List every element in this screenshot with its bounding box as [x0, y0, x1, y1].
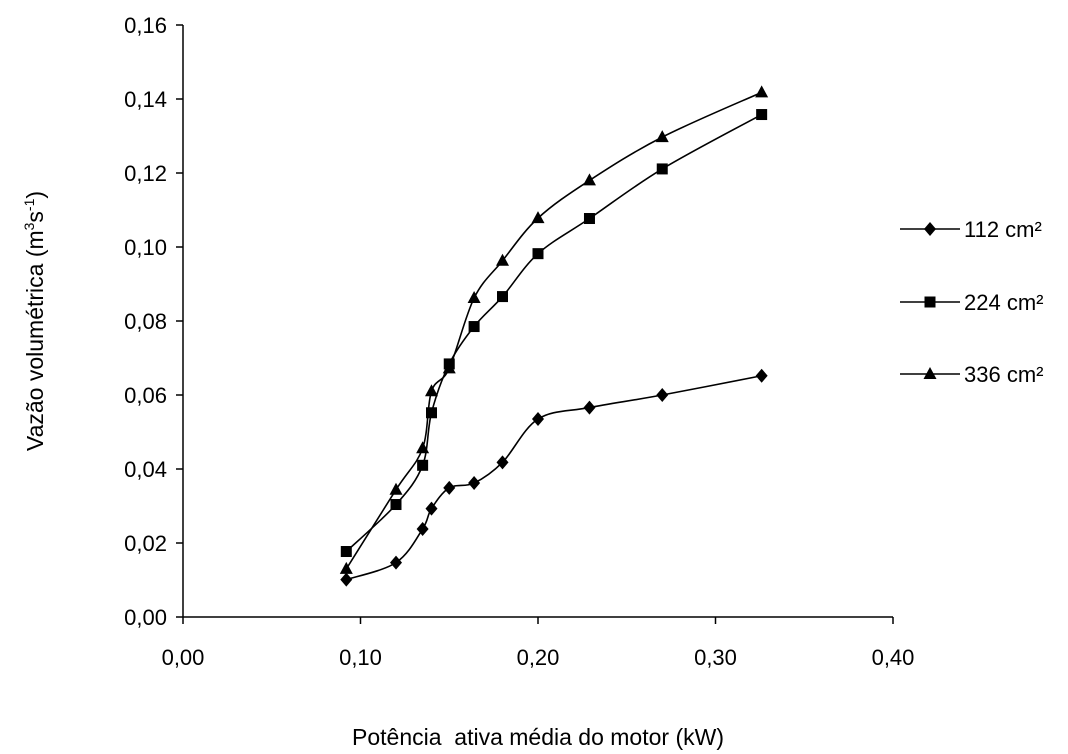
data-point-triangle	[467, 291, 481, 304]
data-point-square	[583, 213, 595, 225]
x-axis-title: Potência ativa média do motor (kW)	[352, 724, 724, 750]
y-axis-title-sup1: 3	[21, 222, 37, 230]
data-point-triangle	[339, 561, 353, 574]
legend-label: 224 cm²	[964, 290, 1043, 315]
data-point-square	[390, 499, 402, 511]
legend-marker-diamond	[924, 222, 936, 236]
data-point-triangle	[531, 211, 545, 224]
y-tick-label: 0,12	[124, 161, 167, 186]
series-layer	[339, 85, 769, 587]
data-point-diamond	[583, 400, 596, 415]
y-axis-title: Vazão volumétrica (m3s-1)	[21, 191, 48, 451]
y-tick-label: 0,00	[124, 605, 167, 630]
data-point-triangle	[442, 361, 456, 374]
data-point-triangle	[425, 384, 438, 397]
data-point-diamond	[443, 480, 456, 495]
data-point-square	[532, 248, 544, 260]
legend-marker-square	[924, 296, 936, 308]
data-point-diamond	[425, 501, 438, 516]
y-tick-label: 0,08	[124, 309, 167, 334]
data-point-triangle	[755, 85, 769, 98]
legend-marker-triangle	[923, 367, 937, 379]
data-point-square	[468, 321, 480, 333]
series-3	[339, 85, 769, 574]
data-point-square	[426, 407, 437, 419]
y-tick-label: 0,06	[124, 383, 167, 408]
data-point-square	[497, 291, 508, 303]
y-tick-label: 0,10	[124, 235, 167, 260]
data-point-square	[340, 546, 352, 558]
series-line	[345, 91, 762, 570]
series-1	[340, 368, 768, 587]
x-tick-label: 0,20	[517, 645, 560, 670]
data-point-diamond	[755, 368, 768, 383]
data-point-square	[656, 163, 668, 175]
data-point-triangle	[389, 482, 403, 495]
y-tick-label: 0,04	[124, 457, 167, 482]
data-point-triangle	[655, 130, 669, 143]
data-point-diamond	[532, 412, 544, 427]
data-point-diamond	[340, 572, 353, 587]
legend-entry: 112 cm²	[900, 217, 1042, 242]
x-tick-label: 0,30	[694, 645, 737, 670]
axes	[182, 25, 893, 618]
data-point-triangle	[582, 173, 596, 186]
data-point-triangle	[416, 441, 430, 454]
y-axis-title-end: )	[22, 191, 48, 199]
data-point-diamond	[390, 555, 402, 570]
legend: 112 cm² 224 cm² 336 cm²	[900, 217, 1043, 387]
legend-entry: 224 cm²	[900, 290, 1043, 315]
x-tick-label: 0,40	[872, 645, 915, 670]
y-tick-label: 0,14	[124, 87, 167, 112]
data-point-square	[417, 459, 429, 471]
data-point-diamond	[496, 455, 509, 470]
series-line	[345, 113, 763, 553]
data-point-triangle	[496, 253, 509, 266]
y-axis-title-mid: s	[22, 211, 48, 223]
data-point-diamond	[468, 476, 481, 491]
x-tick-label: 0,10	[339, 645, 382, 670]
data-point-diamond	[656, 388, 669, 402]
y-tick-label: 0,02	[124, 531, 167, 556]
legend-label: 336 cm²	[964, 362, 1043, 387]
y-tick-label: 0,16	[124, 13, 167, 38]
y-ticks: 0,00 0,02 0,04 0,06 0,08 0,10 0,12 0,14 0,16	[124, 13, 183, 630]
x-tick-label: 0,00	[162, 645, 205, 670]
y-axis-title-sup2: -1	[21, 198, 37, 211]
data-point-square	[756, 109, 768, 121]
legend-label: 112 cm²	[964, 217, 1042, 242]
series-2	[340, 109, 768, 558]
legend-entry: 336 cm²	[900, 362, 1043, 387]
y-axis-title-main: Vazão volumétrica (m	[22, 230, 48, 451]
series-line	[346, 374, 762, 581]
data-point-diamond	[416, 521, 429, 536]
x-ticks: 0,00 0,10 0,20 0,30 0,40	[162, 617, 915, 670]
